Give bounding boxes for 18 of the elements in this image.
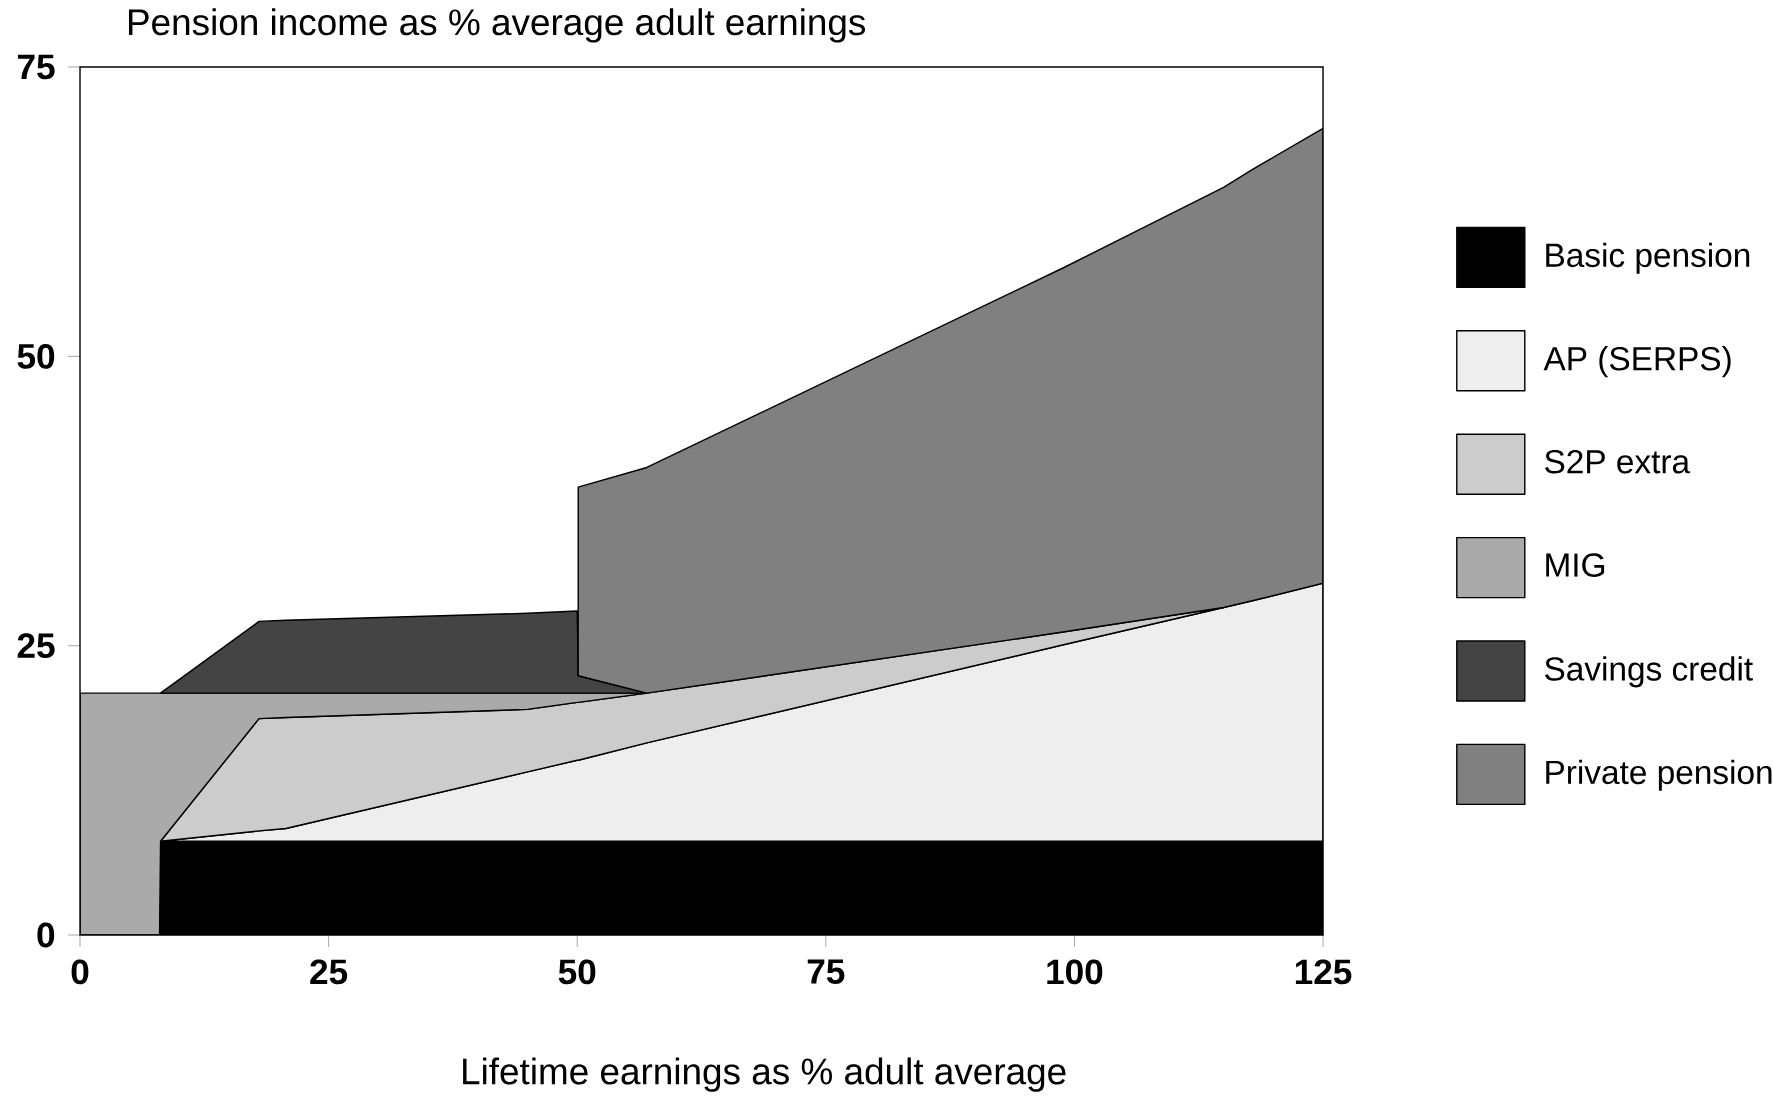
- legend-label: AP (SERPS): [1543, 346, 1731, 378]
- x-tick-label: 100: [1047, 959, 1103, 985]
- y-tick-label: 75: [17, 54, 55, 80]
- y-tick-label: 25: [17, 633, 55, 659]
- y-tick-label: 0: [37, 922, 55, 948]
- legend-label: Basic pension: [1546, 242, 1750, 274]
- legend-label: Private pension: [1546, 759, 1772, 791]
- legend-label: Savings credit: [1545, 656, 1753, 688]
- x-axis-title: Lifetime earnings as % adult average: [463, 1057, 1066, 1092]
- legend-label: MIG: [1546, 553, 1605, 577]
- y-tick-label: 50: [17, 343, 55, 369]
- legend-label: S2P extra: [1545, 449, 1691, 474]
- y-axis-title: Pension income as % average adult earnings: [129, 8, 866, 43]
- x-tick-label: 0: [71, 959, 89, 985]
- x-tick-label: 75: [807, 959, 845, 984]
- x-tick-label: 25: [310, 959, 348, 985]
- x-tick-label: 125: [1295, 959, 1352, 985]
- x-tick-label: 50: [558, 959, 596, 985]
